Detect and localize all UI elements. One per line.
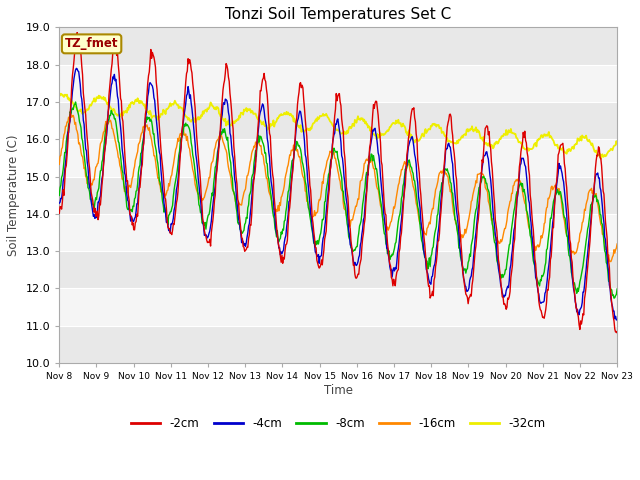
-8cm: [423, 258, 431, 264]
-4cm: [56, 200, 63, 206]
-2cm: [180, 102, 188, 108]
-16cm: [124, 190, 131, 195]
X-axis label: Time: Time: [324, 384, 353, 397]
-2cm: [124, 178, 131, 184]
-4cm: [180, 112, 188, 118]
-4cm: [407, 137, 415, 143]
Y-axis label: Soil Temperature (C): Soil Temperature (C): [7, 134, 20, 256]
-8cm: [407, 164, 415, 169]
-32cm: [597, 156, 605, 162]
Bar: [60, 288, 617, 326]
Line: -32cm: -32cm: [60, 94, 617, 159]
-16cm: [65, 115, 73, 120]
-32cm: [65, 97, 73, 103]
-32cm: [180, 109, 188, 115]
Legend: -2cm, -4cm, -8cm, -16cm, -32cm: -2cm, -4cm, -8cm, -16cm, -32cm: [126, 413, 550, 435]
-32cm: [209, 103, 217, 109]
-8cm: [65, 120, 73, 125]
-2cm: [407, 114, 415, 120]
-32cm: [123, 110, 131, 116]
-32cm: [613, 141, 621, 146]
-2cm: [56, 210, 63, 216]
-2cm: [65, 122, 73, 128]
-16cm: [67, 109, 75, 115]
Bar: [60, 139, 617, 177]
-16cm: [180, 132, 188, 137]
-4cm: [613, 317, 621, 323]
-16cm: [210, 153, 218, 159]
Line: -4cm: -4cm: [60, 68, 617, 320]
Bar: [60, 326, 617, 363]
-16cm: [613, 241, 621, 247]
Bar: [60, 251, 617, 288]
-16cm: [607, 259, 615, 264]
-4cm: [65, 121, 73, 127]
-16cm: [423, 226, 431, 231]
-8cm: [610, 295, 618, 301]
-32cm: [422, 130, 430, 136]
Bar: [60, 214, 617, 251]
Text: TZ_fmet: TZ_fmet: [65, 37, 118, 50]
Bar: [60, 65, 617, 102]
Line: -2cm: -2cm: [60, 33, 617, 333]
-16cm: [407, 170, 415, 176]
-8cm: [180, 121, 188, 127]
-2cm: [613, 330, 621, 336]
-8cm: [56, 192, 63, 198]
-16cm: [56, 161, 63, 167]
Bar: [60, 27, 617, 65]
-32cm: [56, 91, 63, 96]
-4cm: [124, 197, 131, 203]
-2cm: [423, 270, 431, 276]
Bar: [60, 102, 617, 139]
-2cm: [210, 209, 218, 215]
-32cm: [406, 134, 414, 140]
-8cm: [210, 180, 218, 186]
-8cm: [613, 286, 621, 292]
-4cm: [72, 65, 80, 71]
-4cm: [423, 269, 431, 275]
-8cm: [124, 206, 131, 212]
Line: -8cm: -8cm: [60, 102, 617, 298]
-8cm: [72, 99, 79, 105]
Bar: [60, 177, 617, 214]
-2cm: [74, 30, 81, 36]
-4cm: [210, 195, 218, 201]
Title: Tonzi Soil Temperatures Set C: Tonzi Soil Temperatures Set C: [225, 7, 451, 22]
Line: -16cm: -16cm: [60, 112, 617, 262]
